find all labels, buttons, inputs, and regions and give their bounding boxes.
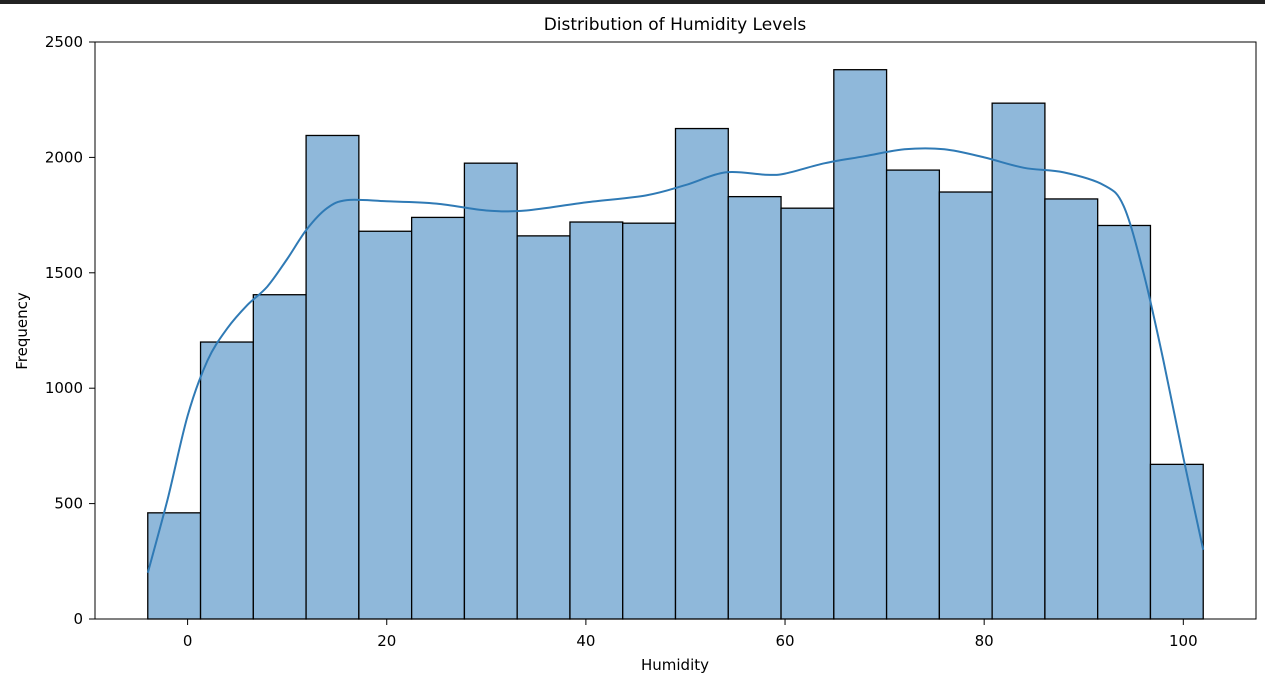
- x-tick-label: 80: [975, 632, 994, 650]
- histogram-bar-5: [410, 216, 466, 620]
- y-tick-label: 1000: [45, 379, 83, 397]
- histogram-bar-11: [727, 195, 782, 620]
- histogram-bar-16: [991, 102, 1046, 620]
- y-tick-label: 2000: [45, 148, 83, 166]
- histogram-bar-3: [305, 134, 360, 620]
- x-tick-label: 0: [183, 632, 193, 650]
- x-axis-ticks: 0 20 40 60 80 100: [183, 619, 1198, 650]
- histogram-bar-7: [516, 235, 571, 620]
- x-tick-label: 40: [576, 632, 595, 650]
- kde-curve: [146, 147, 1205, 574]
- histogram-bar-17: [1044, 198, 1099, 620]
- y-tick-label: 500: [54, 495, 83, 513]
- x-tick-label: 100: [1169, 632, 1198, 650]
- y-axis-label: Frequency: [13, 292, 31, 370]
- histogram-bars: [147, 69, 1204, 620]
- plot-frame: [94, 41, 1257, 620]
- x-axis-label: Humidity: [641, 656, 709, 674]
- histogram-bar-8: [569, 221, 624, 620]
- histogram-bar-18: [1097, 224, 1152, 620]
- y-tick-label: 1500: [45, 264, 83, 282]
- histogram-bar-14: [885, 169, 941, 620]
- x-tick-label: 20: [377, 632, 396, 650]
- histogram-bar-4: [358, 230, 413, 620]
- histogram-bar-10: [674, 127, 729, 620]
- y-tick-label: 2500: [45, 33, 83, 51]
- y-tick-label: 0: [73, 610, 83, 628]
- chart-title: Distribution of Humidity Levels: [544, 15, 807, 35]
- histogram-bar-1: [199, 341, 254, 620]
- x-tick-label: 60: [775, 632, 794, 650]
- histogram-bar-19: [1149, 463, 1204, 620]
- histogram-bar-15: [938, 191, 993, 620]
- histogram-bar-9: [622, 222, 677, 620]
- histogram-bar-0: [147, 512, 202, 620]
- histogram-bar-2: [252, 294, 307, 620]
- histogram-bar-12: [780, 207, 835, 620]
- y-axis-ticks: 0 500 1000 1500 2000 2500: [45, 33, 95, 628]
- top-border: [0, 0, 1265, 4]
- histogram-bar-6: [463, 162, 518, 620]
- histogram-bar-13: [833, 69, 888, 620]
